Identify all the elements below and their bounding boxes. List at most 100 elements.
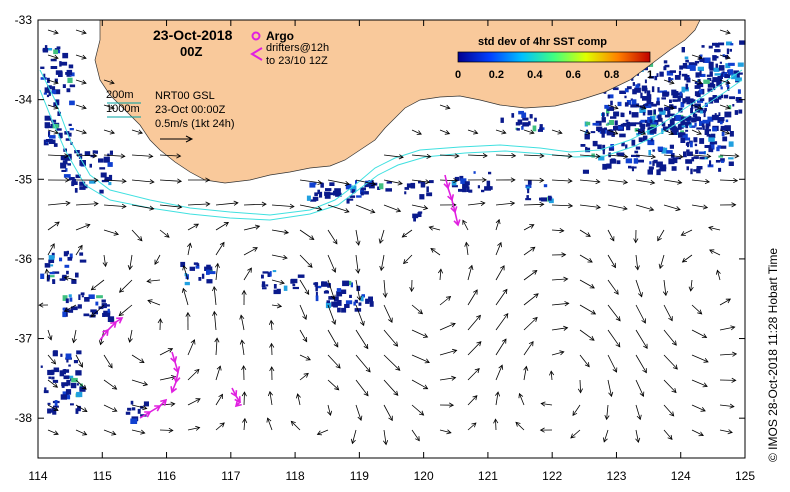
y-tick-label: -36	[15, 252, 33, 266]
current-arrow	[215, 394, 223, 406]
current-arrow	[411, 404, 424, 416]
current-arrow	[355, 404, 362, 421]
current-arrowhead-icon	[267, 390, 274, 397]
current-arrowhead-icon	[121, 203, 127, 209]
current-arrow	[411, 204, 428, 209]
current-arrow	[439, 179, 458, 182]
current-arrowhead-icon	[473, 129, 479, 135]
drifter-track	[99, 317, 123, 341]
current-arrowhead-icon	[82, 407, 88, 413]
current-arrowhead-icon	[379, 265, 385, 272]
current-arrowhead-icon	[677, 179, 683, 185]
current-arrowhead-icon	[706, 153, 712, 159]
colorbar-title: std dev of 4hr SST comp	[478, 36, 607, 48]
current-arrowhead-icon	[464, 241, 470, 247]
current-arrowhead-icon	[276, 303, 283, 309]
current-arrowhead-icon	[448, 402, 455, 408]
current-arrow	[299, 329, 308, 342]
colorbar-gradient	[457, 51, 651, 63]
current-arrow	[663, 179, 682, 184]
current-arrow	[271, 229, 289, 234]
current-arrow	[439, 429, 451, 434]
current-arrow	[241, 340, 245, 356]
current-arrowhead-icon	[147, 299, 153, 305]
current-arrow	[103, 129, 115, 134]
current-arrowhead-icon	[137, 129, 143, 135]
current-arrow	[187, 369, 200, 381]
current-arrow	[682, 254, 693, 263]
current-arrowhead-icon	[268, 319, 275, 325]
drifter-track	[139, 399, 167, 419]
current-arrowhead-icon	[474, 368, 480, 374]
current-arrow	[579, 254, 593, 263]
current-arrow	[131, 429, 145, 434]
current-arrow	[383, 204, 401, 212]
current-arrow	[243, 247, 258, 256]
y-tick-label: -35	[15, 172, 33, 186]
current-arrowhead-icon	[518, 392, 524, 399]
current-arrow	[187, 427, 200, 431]
current-arrow	[579, 179, 600, 183]
current-arrow	[635, 354, 647, 373]
current-arrow	[579, 329, 595, 341]
current-arrow	[131, 179, 154, 183]
current-arrowhead-icon	[305, 355, 311, 361]
current-arrowhead-icon	[279, 279, 285, 285]
colorbar	[457, 51, 651, 63]
current-arrowhead-icon	[727, 429, 733, 435]
date-label: 23-Oct-2018	[153, 27, 233, 43]
current-arrow	[355, 254, 359, 274]
current-arrowhead-icon	[214, 337, 220, 343]
current-arrow	[635, 304, 646, 324]
current-arrowhead-icon	[529, 129, 535, 135]
current-arrow	[719, 353, 737, 356]
current-arrow	[129, 329, 133, 343]
current-arrowhead-icon	[622, 179, 629, 185]
current-arrow	[159, 204, 182, 208]
current-arrowhead-icon	[81, 384, 87, 390]
drifter-chevron-icon	[234, 396, 241, 404]
current-arrowhead-icon	[382, 440, 389, 446]
current-arrowhead-icon	[356, 295, 362, 301]
x-tick-label: 123	[606, 469, 626, 483]
current-arrowhead-icon	[428, 225, 434, 231]
current-arrowhead-icon	[641, 318, 646, 324]
current-arrowhead-icon	[261, 201, 267, 207]
argo-symbol	[251, 31, 261, 41]
current-arrow	[215, 242, 225, 256]
current-arrowhead-icon	[327, 410, 333, 417]
current-arrowhead-icon	[642, 368, 647, 374]
scale-label: 0.5m/s (1kt 24h)	[155, 118, 234, 130]
current-arrowhead-icon	[557, 129, 563, 135]
current-arrowhead-icon	[302, 336, 308, 343]
current-arrowhead-icon	[612, 367, 618, 373]
current-arrowhead-icon	[498, 364, 504, 370]
current-vectors	[38, 29, 740, 446]
current-arrowhead-icon	[633, 238, 639, 244]
current-arrow	[719, 129, 730, 135]
current-arrowhead-icon	[494, 391, 501, 397]
current-arrow	[47, 243, 55, 256]
current-arrow	[607, 179, 628, 183]
current-arrow	[327, 204, 350, 213]
current-arrow	[75, 404, 88, 412]
current-arrowhead-icon	[53, 29, 59, 35]
current-arrow	[551, 129, 563, 134]
current-arrowhead-icon	[176, 178, 183, 184]
current-arrow	[607, 304, 621, 322]
current-arrow	[327, 329, 339, 348]
current-arrow	[523, 293, 539, 306]
current-arrowhead-icon	[53, 54, 59, 60]
current-arrowhead-icon	[539, 201, 545, 207]
current-arrowhead-icon	[523, 365, 529, 372]
current-arrowhead-icon	[698, 431, 704, 437]
current-arrowhead-icon	[330, 294, 336, 300]
drifter-chevron-icon	[173, 376, 181, 384]
current-arrowhead-icon	[219, 422, 225, 428]
current-arrow	[411, 379, 428, 390]
current-arrow	[213, 311, 217, 331]
x-tick-label: 114	[28, 469, 47, 483]
current-arrow	[691, 104, 702, 109]
current-arrow	[607, 254, 616, 268]
current-arrowhead-icon	[700, 407, 706, 412]
